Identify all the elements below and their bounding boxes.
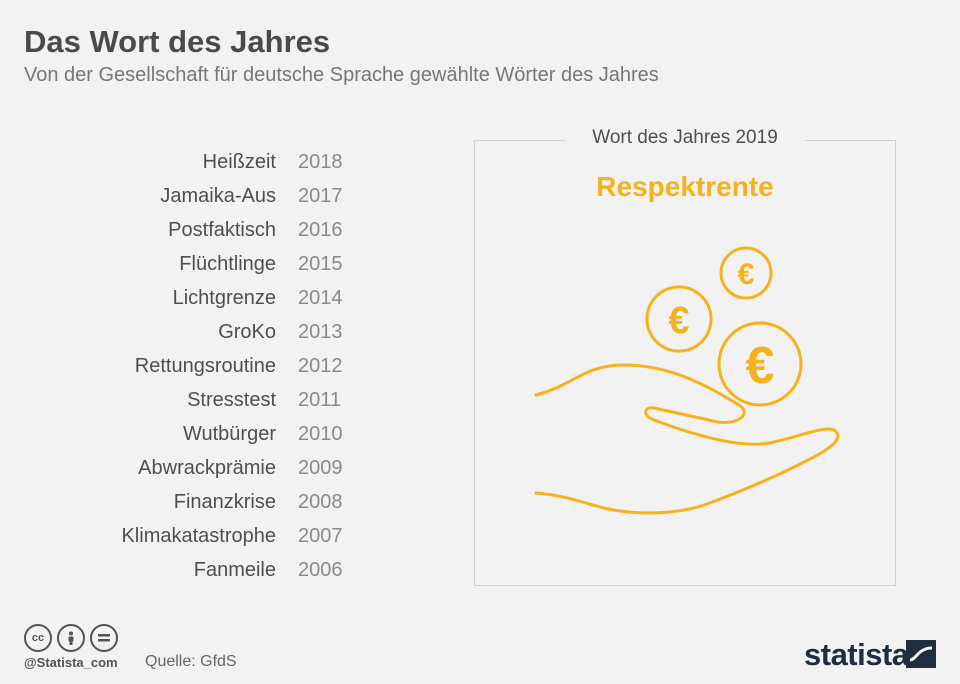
list-item: Fanmeile 2006 xyxy=(0,553,360,587)
word-label: Wutbürger xyxy=(182,422,276,445)
brand-logo[interactable]: statista xyxy=(804,637,909,672)
list-item: Jamaika-Aus 2017 xyxy=(0,179,360,213)
year-label: 2013 xyxy=(298,320,343,343)
word-label: Klimakatastrophe xyxy=(121,524,276,547)
year-label: 2010 xyxy=(298,422,343,445)
year-label: 2012 xyxy=(298,354,343,377)
word-label: Jamaika-Aus xyxy=(160,184,276,207)
year-label: 2011 xyxy=(298,388,342,411)
year-label: 2014 xyxy=(298,286,343,309)
word-label: Rettungsroutine xyxy=(134,354,276,377)
word-label: Postfaktisch xyxy=(168,218,276,241)
year-label: 2018 xyxy=(298,150,343,173)
word-label: Flüchtlinge xyxy=(179,252,276,275)
coin-symbol: € xyxy=(746,337,775,395)
year-label: 2009 xyxy=(298,456,343,479)
highlight-word: Respektrente xyxy=(596,171,774,202)
highlight-label: Wort des Jahres 2019 xyxy=(565,127,805,149)
word-label: Finanzkrise xyxy=(173,490,276,513)
list-item: GroKo 2013 xyxy=(0,315,360,349)
word-label: Stresstest xyxy=(187,388,276,411)
list-item: Lichtgrenze 2014 xyxy=(0,281,360,315)
word-label: Abwrackprämie xyxy=(138,456,276,479)
list-item: Flüchtlinge 2015 xyxy=(0,247,360,281)
list-item: Rettungsroutine 2012 xyxy=(0,349,360,383)
by-icon xyxy=(57,624,85,652)
year-label: 2008 xyxy=(298,490,343,513)
coin-small-icon: € xyxy=(719,246,773,300)
coin-large-icon: € xyxy=(717,321,803,407)
page-subtitle: Von der Gesellschaft für deutsche Sprach… xyxy=(24,64,659,86)
year-label: 2017 xyxy=(298,184,343,207)
social-handle[interactable]: @Statista_com xyxy=(24,655,118,670)
cc-icon: cc xyxy=(24,624,52,652)
list-item: Wutbürger 2010 xyxy=(0,417,360,451)
word-label: Heißzeit xyxy=(202,150,276,173)
list-item: Abwrackprämie 2009 xyxy=(0,451,360,485)
list-item: Heißzeit 2018 xyxy=(0,145,360,179)
list-item: Postfaktisch 2016 xyxy=(0,213,360,247)
word-label: Fanmeile xyxy=(193,558,276,581)
nd-icon xyxy=(90,624,118,652)
source-label: Quelle: GfdS xyxy=(145,653,237,670)
license-icons: cc xyxy=(24,624,118,652)
year-label: 2007 xyxy=(298,524,343,547)
word-list: Heißzeit 2018 Jamaika-Aus 2017 Postfakti… xyxy=(0,145,360,587)
coin-symbol: € xyxy=(668,300,689,342)
year-label: 2006 xyxy=(298,558,343,581)
hand-coins-illustration: € € € xyxy=(534,246,840,515)
page-title: Das Wort des Jahres xyxy=(24,24,331,59)
list-item: Finanzkrise 2008 xyxy=(0,485,360,519)
list-item: Stresstest 2011 xyxy=(0,383,360,417)
coin-symbol: € xyxy=(738,258,755,291)
year-label: 2016 xyxy=(298,218,343,241)
coin-medium-icon: € xyxy=(645,285,713,353)
list-item: Klimakatastrophe 2007 xyxy=(0,519,360,553)
word-label: Lichtgrenze xyxy=(172,286,276,309)
hand-icon xyxy=(534,363,840,515)
year-label: 2015 xyxy=(298,252,343,275)
brand-mark-icon xyxy=(906,640,936,668)
word-label: GroKo xyxy=(218,320,276,343)
